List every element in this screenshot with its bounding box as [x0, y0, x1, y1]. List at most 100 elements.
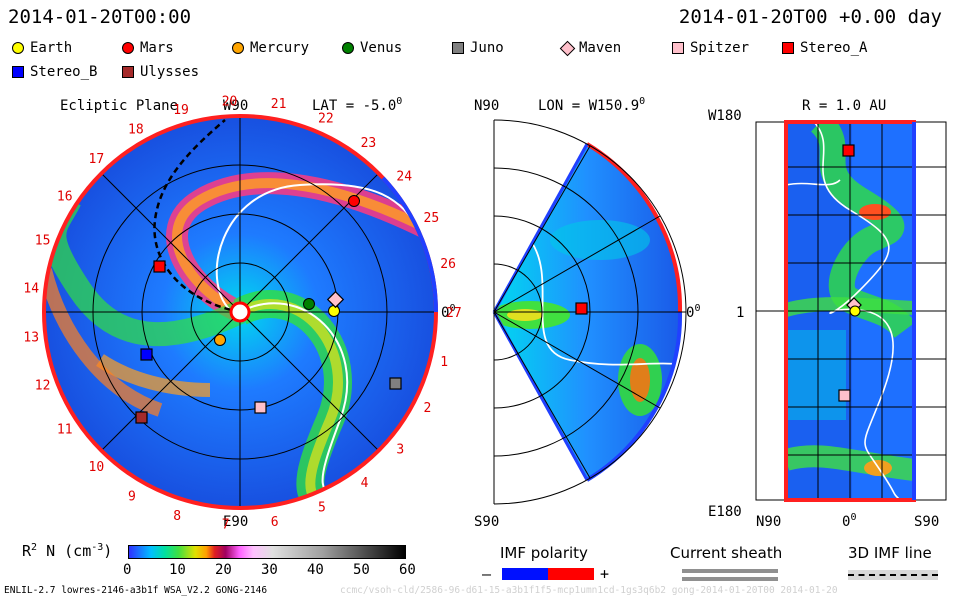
spitzer-icon	[838, 389, 851, 402]
imf-negative-swatch	[502, 568, 548, 580]
density-arm	[96, 354, 211, 397]
current-sheath-swatch	[682, 577, 778, 581]
current-sheath-swatch	[682, 569, 778, 573]
colorbar-tick: 30	[261, 562, 278, 578]
earth-icon	[849, 305, 861, 317]
legend-item-spitzer: Spitzer	[672, 40, 749, 56]
carrington-label: 12	[35, 379, 51, 394]
ulysses-icon	[135, 411, 148, 424]
maven-icon	[559, 40, 576, 56]
colorbar-tick: 0	[123, 562, 132, 578]
carrington-label: 1	[440, 355, 448, 370]
imf-minus: –	[482, 565, 492, 583]
carrington-label: 19	[173, 103, 189, 118]
stereo-a-icon	[782, 42, 794, 54]
density-patch	[786, 445, 914, 481]
ecliptic-panel: Ecliptic Plane W90 LAT = -5.00 00 E90 12…	[23, 94, 461, 532]
carrington-label: 18	[128, 122, 144, 137]
footer-left: ENLIL-2.7 lowres-2146-a3b1f WSA_V2.2 GON…	[4, 585, 268, 596]
carrington-label: 11	[57, 423, 73, 438]
earth-icon	[12, 42, 24, 54]
colorbar	[128, 545, 406, 559]
meridional-panel: N90 LON = W150.90 00 S90	[474, 96, 700, 530]
density-patch	[630, 358, 650, 402]
s90-label: S90	[474, 514, 499, 530]
legend-label: Ulysses	[140, 64, 200, 80]
carrington-label: 26	[440, 257, 456, 272]
w180-label: W180	[708, 108, 742, 124]
lon-label: LON = W150.90	[538, 96, 645, 114]
carrington-label: 21	[271, 97, 287, 112]
footer-right: ccmc/vsoh-cld/2586-96-d61-15-a3b1f1f5-mc…	[340, 585, 838, 596]
imf-plus: +	[600, 565, 610, 583]
carrington-label: 22	[318, 111, 334, 126]
carrington-label: 9	[128, 490, 136, 505]
venus-icon	[342, 42, 354, 54]
legend-item-venus: Venus	[342, 40, 402, 56]
ecliptic-boundary-blue	[381, 176, 438, 313]
carrington-label: 8	[173, 509, 181, 524]
time-right: 2014-01-20T00 +0.00 day	[678, 6, 942, 28]
imf-line-swatch	[848, 574, 938, 576]
s90-label: S90	[914, 514, 939, 530]
ulysses-icon	[122, 66, 134, 78]
density-arm	[44, 268, 163, 417]
time-left: 2014-01-20T00:00	[8, 6, 192, 28]
legend-label: Maven	[579, 40, 622, 56]
colorbar-tick: 40	[307, 562, 324, 578]
density-patch	[786, 330, 846, 420]
carrington-label: 10	[89, 460, 105, 475]
stereo-a-icon	[575, 302, 588, 315]
legend-item-maven: Maven	[559, 40, 622, 56]
earth-field-line	[153, 119, 241, 314]
carrington-label: 4	[361, 476, 369, 491]
stereo-a-icon	[842, 144, 855, 157]
imf-polarity-title: IMF polarity	[500, 544, 588, 562]
colorbar-tick: 20	[215, 562, 232, 578]
density-patch	[786, 297, 914, 317]
e180-label: E180	[708, 504, 742, 520]
spitzer-icon	[672, 42, 684, 54]
imf-line-title: 3D IMF line	[848, 544, 932, 562]
current-sheet-line	[813, 122, 901, 500]
current-sheet-line	[215, 183, 421, 311]
carrington-label: 15	[35, 234, 51, 249]
meridional-boundary-blue	[585, 311, 683, 482]
legend-label: Juno	[470, 40, 504, 56]
n90-label: N90	[474, 98, 499, 114]
shell-panel: R = 1.0 AU W180 1 E180 N90 00 S90	[708, 98, 947, 530]
legend-item-mercury: Mercury	[232, 40, 309, 56]
carrington-label: 16	[57, 190, 73, 205]
legend-item-juno: Juno	[452, 40, 504, 56]
maven-icon	[326, 290, 345, 309]
zero-label: 00	[686, 303, 700, 321]
legend-item-mars: Mars	[122, 40, 174, 56]
legend-label: Venus	[360, 40, 403, 56]
meridional-grid	[493, 119, 687, 505]
carrington-label: 24	[396, 170, 412, 185]
carrington-label: 14	[23, 281, 39, 296]
carrington-label: 25	[424, 211, 440, 226]
carrington-label: 13	[23, 331, 39, 346]
legend-label: Mars	[140, 40, 174, 56]
juno-icon	[389, 377, 402, 390]
carrington-label: 6	[271, 515, 279, 530]
legend-item-ulysses: Ulysses	[122, 64, 199, 80]
legend-item-earth: Earth	[12, 40, 72, 56]
earth-icon	[328, 305, 340, 317]
mercury-icon	[214, 334, 226, 346]
imf-positive-swatch	[548, 568, 594, 580]
mars-icon	[348, 195, 360, 207]
zero-label: 00	[842, 512, 856, 530]
density-patch	[859, 204, 891, 220]
sun-icon	[229, 301, 251, 323]
juno-icon	[452, 42, 464, 54]
carrington-label: 5	[318, 501, 326, 516]
colorbar-tick: 50	[353, 562, 370, 578]
current-sheet-line	[529, 239, 681, 366]
shell-title: R = 1.0 AU	[802, 98, 886, 114]
n90-label: N90	[756, 514, 781, 530]
carrington-label: 17	[89, 152, 105, 167]
meridional-boundary	[585, 142, 683, 313]
